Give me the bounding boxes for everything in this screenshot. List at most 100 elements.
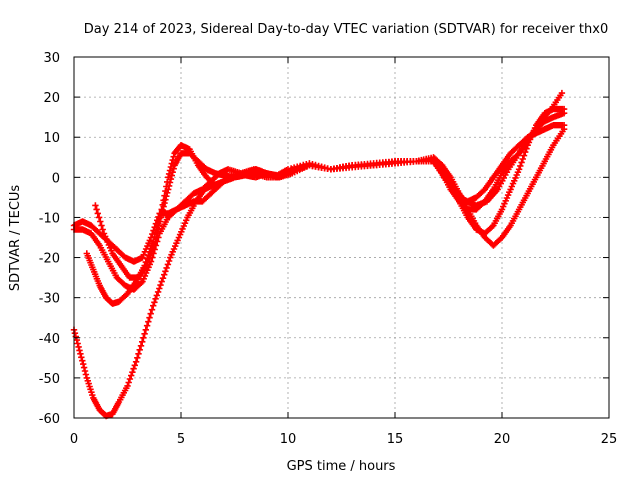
data-point	[481, 223, 496, 237]
data-point	[391, 158, 417, 165]
data-point	[92, 202, 106, 233]
data-point	[70, 326, 83, 354]
data-point	[498, 224, 513, 241]
data-point	[490, 208, 504, 229]
data-point	[105, 258, 119, 279]
data-point	[113, 274, 128, 288]
data-point	[430, 156, 445, 172]
data-point	[199, 179, 213, 193]
data-point	[115, 291, 130, 305]
data-point	[207, 171, 222, 185]
data-point	[87, 222, 102, 236]
x-tick-label: 20	[494, 432, 511, 447]
y-tick-label: -30	[39, 292, 60, 307]
data-point	[150, 281, 164, 309]
data-point	[498, 151, 513, 169]
data-point	[87, 230, 102, 247]
data-point	[541, 144, 556, 165]
data-marks	[70, 89, 568, 420]
data-point	[498, 159, 513, 177]
data-point	[515, 145, 530, 173]
data-point	[96, 242, 111, 263]
x-tick-label: 25	[601, 432, 618, 447]
data-point	[507, 151, 522, 165]
y-tick-label: -50	[39, 372, 60, 387]
data-point	[481, 187, 496, 205]
data-point	[124, 362, 138, 390]
data-point	[490, 235, 504, 249]
data-point	[139, 237, 153, 261]
data-point	[533, 160, 547, 181]
data-point	[507, 143, 522, 157]
data-point	[194, 162, 209, 179]
data-point	[473, 187, 487, 201]
series-5	[70, 122, 568, 293]
data-point	[507, 208, 522, 229]
data-point	[507, 169, 522, 193]
data-point	[109, 400, 122, 418]
axis-ticks	[73, 56, 610, 419]
x-axis-label: GPS time / hours	[287, 459, 396, 474]
x-tick-label: 10	[280, 432, 297, 447]
data-point	[515, 139, 530, 157]
y-tick-label: -10	[39, 211, 60, 226]
data-point	[438, 166, 453, 187]
data-point	[175, 217, 190, 241]
data-point	[490, 163, 504, 181]
data-point	[109, 250, 124, 268]
data-point	[447, 182, 462, 199]
data-point	[533, 119, 547, 133]
data-point	[105, 238, 119, 252]
data-point	[560, 110, 568, 117]
x-tick-label: 15	[387, 432, 404, 447]
data-point	[130, 279, 145, 293]
data-point	[464, 214, 479, 231]
data-point	[558, 89, 566, 97]
data-point	[515, 135, 530, 149]
y-tick-label: -20	[39, 252, 60, 267]
data-point	[207, 183, 222, 197]
data-point	[276, 167, 294, 181]
y-tick-label: -40	[39, 332, 60, 347]
data-point	[147, 213, 162, 241]
data-point	[199, 191, 213, 205]
data-point	[165, 165, 177, 193]
y-tick-label: 0	[52, 171, 60, 186]
data-point	[515, 192, 530, 213]
data-point	[216, 175, 231, 189]
data-point	[171, 151, 184, 169]
y-axis-label: SDTVAR / TECUs	[8, 185, 23, 292]
chart-title: Day 214 of 2023, Sidereal Day-to-day VTE…	[84, 22, 608, 37]
data-point	[194, 158, 209, 172]
data-point	[139, 261, 153, 285]
data-point	[83, 374, 96, 399]
data-point	[96, 230, 111, 244]
data-point	[186, 150, 201, 164]
data-point	[165, 207, 179, 221]
x-tick-label: 5	[177, 432, 185, 447]
data-point	[165, 153, 177, 181]
data-point	[473, 199, 487, 213]
data-point	[533, 111, 547, 129]
y-tick-label: 30	[43, 51, 60, 66]
data-point	[158, 257, 173, 285]
data-point	[90, 394, 102, 412]
x-tick-label: 0	[70, 432, 78, 447]
data-point	[167, 237, 181, 261]
data-point	[113, 246, 128, 260]
data-point	[524, 176, 539, 197]
data-point	[96, 282, 109, 300]
data-point	[156, 216, 171, 237]
data-point	[90, 266, 102, 287]
data-point	[141, 306, 156, 337]
tick-labels: 0 5 10 15 20 25 -60 -50 -40 -30 -20 -10 0 10 20 30	[39, 51, 618, 447]
data-point	[490, 172, 504, 193]
data-point	[550, 128, 566, 149]
data-point	[560, 122, 568, 129]
data-point	[117, 262, 132, 280]
plot-frame	[73, 56, 610, 419]
data-point	[182, 191, 196, 205]
data-point	[498, 189, 513, 213]
y-tick-label: 20	[43, 91, 60, 106]
